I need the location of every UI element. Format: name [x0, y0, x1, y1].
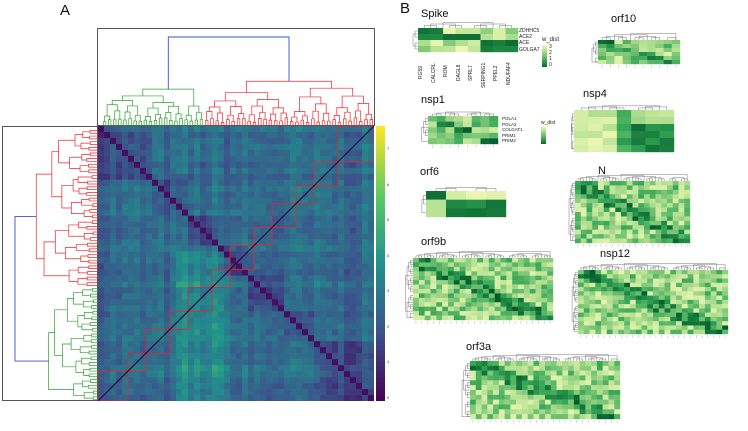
heatmap-orf3a: [461, 354, 621, 423]
title-orf10: orf10: [611, 13, 637, 25]
title-n: N: [598, 165, 606, 177]
title-nsp4: nsp4: [583, 88, 607, 100]
heatmap-n: [568, 174, 691, 247]
colorbar-tick: 2: [387, 323, 390, 329]
spike-col-label: ROM: [443, 64, 449, 77]
spike-col-label: RG59: [418, 65, 424, 79]
spike-col-label: SERPING1: [480, 62, 487, 88]
spike-col-label: DAGL8: [455, 64, 462, 81]
nsp1-row-label: COLGAT1: [502, 127, 523, 133]
nsp1-legend-title: w_dist: [541, 120, 556, 126]
nsp1-row-label: POLA2: [502, 121, 517, 127]
heatmap-orf6: [421, 187, 507, 218]
colorbar-tick: 4: [387, 252, 390, 258]
colorbar-tick: 3: [387, 288, 390, 293]
spike-col-label: CALCRL: [430, 63, 437, 84]
title-spike: Spike: [421, 8, 449, 20]
title-orf9b: orf9b: [421, 236, 447, 248]
title-orf6: orf6: [420, 166, 439, 178]
spike-row-label: ACE2: [519, 34, 533, 41]
spike-legend-tick: 0: [549, 62, 552, 68]
colorbar-tick: 0: [387, 394, 390, 400]
heatmap-nsp12: [571, 263, 729, 338]
nsp1-legend-bar: [541, 126, 546, 144]
distance-heatmap: [98, 126, 374, 401]
colorbar-tick: 1: [387, 359, 390, 364]
heatmap-orf10: [591, 33, 681, 68]
title-orf3a: orf3a: [466, 341, 492, 353]
colorbar-tick: 5: [387, 217, 390, 222]
colorbar-tick: 6: [387, 181, 390, 187]
title-nsp12: nsp12: [600, 248, 630, 260]
spike-legend-title: w_dist: [542, 37, 560, 43]
top-dendrogram: [97, 28, 375, 126]
spike-col-label: NDUFAF4: [505, 62, 512, 86]
title-nsp1: nsp1: [421, 94, 445, 106]
spike-row-label: GOLGA7: [519, 46, 540, 53]
heatmap-spike: [412, 22, 519, 53]
spike-col-label: SPRL7: [468, 65, 474, 81]
spike-legend-tick: 1: [549, 56, 552, 62]
spike-col-label: PPEL2: [493, 65, 499, 81]
spike-legend-bar: [542, 45, 547, 67]
colorbar-tick: 7: [387, 146, 390, 151]
left-dendrogram: [2, 126, 98, 401]
nsp1-row-label: PRIM1: [502, 132, 516, 138]
heatmap-orf9b: [405, 251, 554, 324]
panel-label-b: B: [400, 0, 411, 17]
colorbar: [376, 126, 385, 401]
nsp1-row-label: PRIM2: [502, 138, 516, 144]
heatmap-nsp4: [571, 105, 675, 153]
spike-row-label: ZDHHC5: [519, 28, 540, 34]
nsp1-row-label: POLA1: [502, 116, 517, 121]
spike-legend-tick: 3: [549, 44, 552, 50]
spike-row-label: ACE: [519, 40, 530, 47]
panel-label-a: A: [60, 2, 71, 19]
heatmap-nsp1: [421, 111, 499, 148]
spike-legend-tick: 2: [549, 50, 552, 56]
